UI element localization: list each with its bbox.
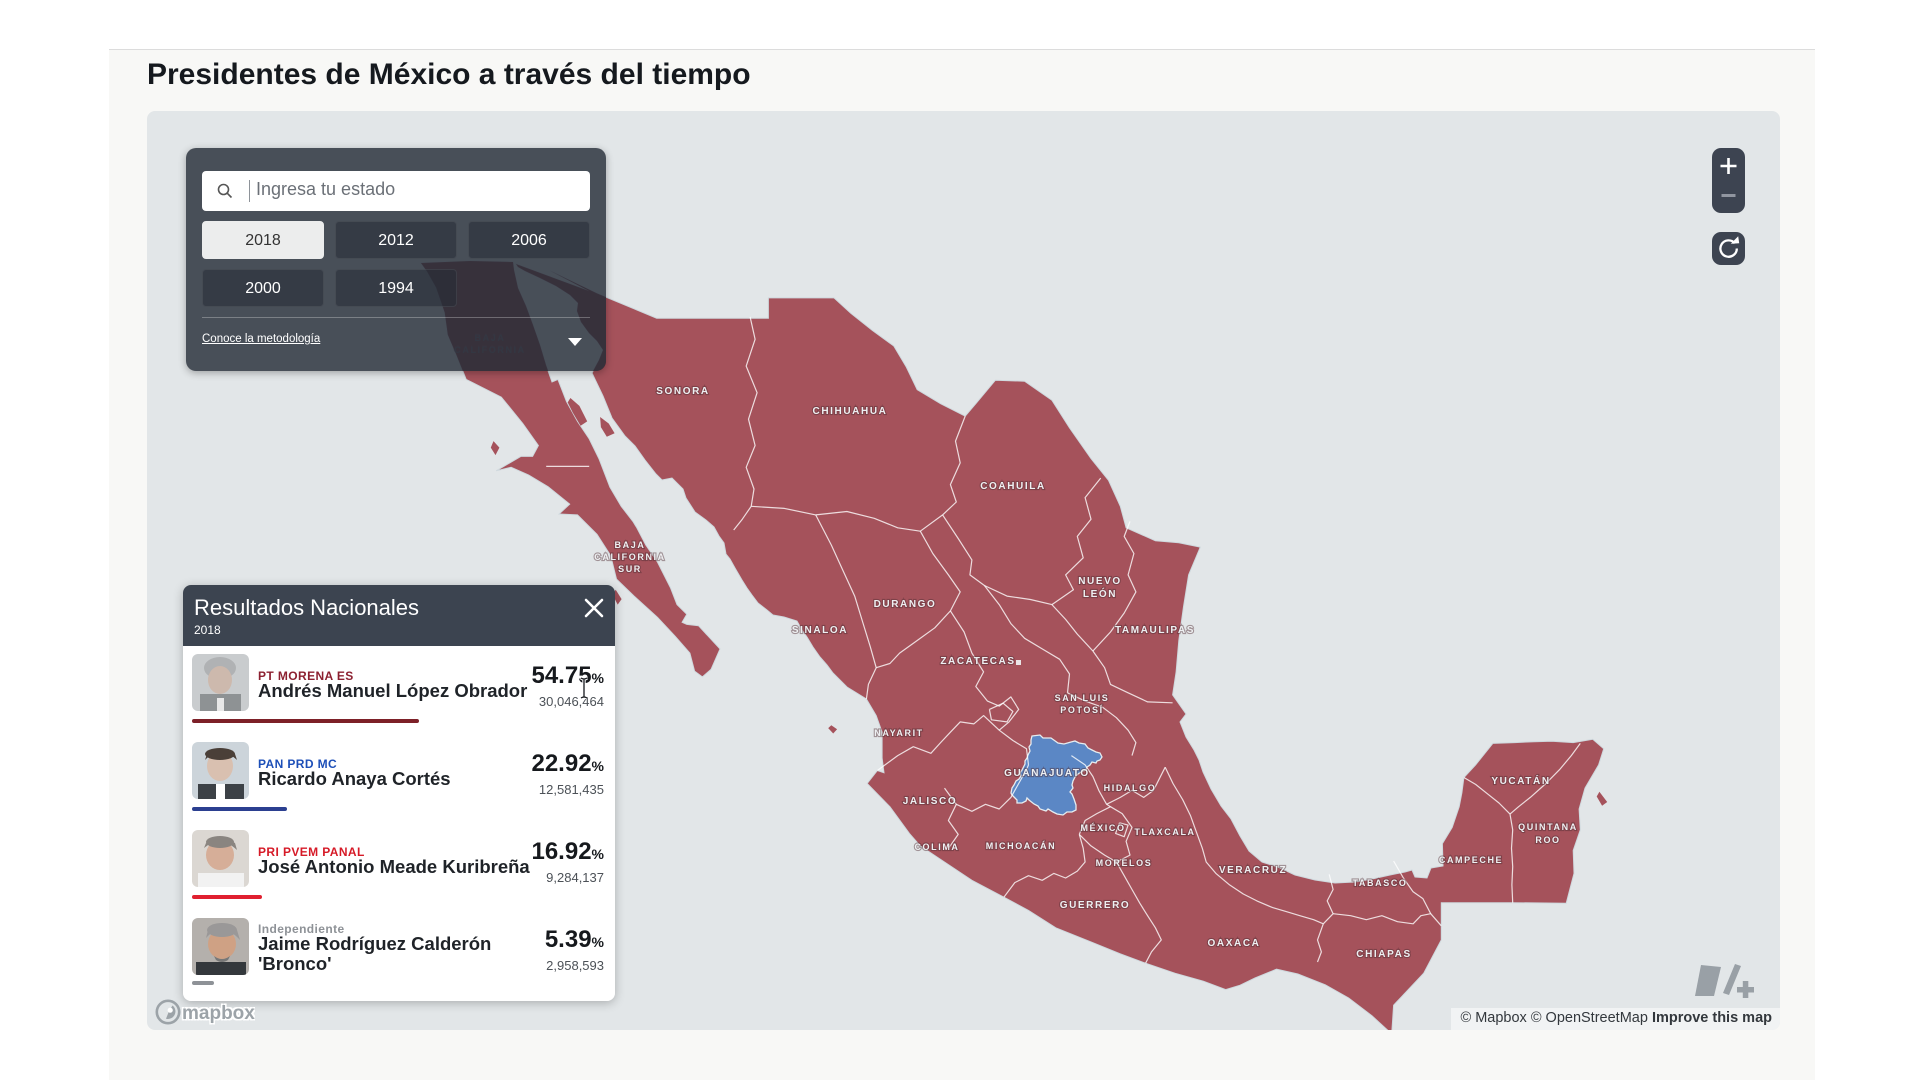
- svg-text:BAJA: BAJA: [615, 540, 646, 550]
- svg-text:SUR: SUR: [618, 564, 642, 574]
- svg-text:SONORA: SONORA: [656, 386, 710, 397]
- svg-text:JALISCO: JALISCO: [903, 796, 958, 807]
- svg-text:POTOSÍ: POTOSÍ: [1060, 705, 1103, 715]
- svg-text:QUINTANA: QUINTANA: [1518, 822, 1578, 832]
- svg-text:mapbox: mapbox: [182, 1003, 255, 1024]
- svg-text:LEÓN: LEÓN: [1083, 587, 1117, 600]
- svg-text:ZACATECAS: ZACATECAS: [940, 656, 1015, 667]
- svg-text:GUERRERO: GUERRERO: [1060, 900, 1131, 911]
- svg-text:TLAXCALA: TLAXCALA: [1134, 827, 1195, 837]
- svg-text:CALIFORNIA: CALIFORNIA: [594, 552, 666, 562]
- svg-text:GUANAJUATO: GUANAJUATO: [1004, 768, 1090, 779]
- svg-text:OAXACA: OAXACA: [1208, 938, 1261, 949]
- svg-text:TAMAULIPAS: TAMAULIPAS: [1115, 625, 1195, 636]
- svg-text:NAYARIT: NAYARIT: [874, 728, 924, 738]
- svg-text:COLIMA: COLIMA: [914, 842, 959, 852]
- svg-text:DURANGO: DURANGO: [874, 599, 937, 610]
- svg-text:TABASCO: TABASCO: [1352, 878, 1407, 888]
- svg-text:CAMPECHE: CAMPECHE: [1439, 855, 1503, 865]
- svg-text:MORELOS: MORELOS: [1096, 858, 1153, 868]
- svg-text:CHIAPAS: CHIAPAS: [1356, 949, 1411, 960]
- svg-text:YUCATÁN: YUCATÁN: [1491, 774, 1550, 787]
- svg-text:COAHUILA: COAHUILA: [980, 481, 1046, 492]
- svg-text:SINALOA: SINALOA: [792, 625, 848, 636]
- svg-text:VERACRUZ: VERACRUZ: [1219, 865, 1287, 876]
- svg-text:NUEVO: NUEVO: [1078, 576, 1122, 587]
- svg-text:CHIHUAHUA: CHIHUAHUA: [813, 406, 888, 417]
- svg-text:MICHOACÁN: MICHOACÁN: [986, 841, 1056, 851]
- svg-text:MÉXICO: MÉXICO: [1080, 823, 1125, 833]
- svg-text:HIDALGO: HIDALGO: [1104, 783, 1157, 793]
- svg-text:SAN LUIS: SAN LUIS: [1055, 693, 1110, 703]
- svg-text:ROO: ROO: [1535, 835, 1560, 845]
